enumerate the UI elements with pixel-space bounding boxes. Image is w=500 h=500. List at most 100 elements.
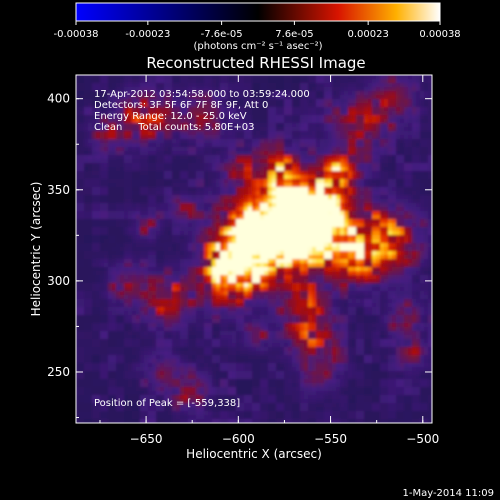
heatmap-cell <box>120 103 125 108</box>
heatmap-cell <box>152 339 157 344</box>
heatmap-cell <box>152 371 157 376</box>
heatmap-cell <box>280 339 285 344</box>
heatmap-cell <box>280 279 285 284</box>
heatmap-cell <box>252 139 257 144</box>
heatmap-cell <box>92 167 97 172</box>
heatmap-cell <box>252 99 257 104</box>
heatmap-cell <box>284 135 289 140</box>
heatmap-cell <box>132 255 137 260</box>
heatmap-cell <box>244 311 249 316</box>
heatmap-cell <box>180 227 185 232</box>
heatmap-cell <box>140 347 145 352</box>
heatmap-cell <box>256 395 261 400</box>
heatmap-cell <box>232 319 237 324</box>
heatmap-cell <box>212 319 217 324</box>
heatmap-cell <box>220 343 225 348</box>
heatmap-cell <box>124 215 129 220</box>
heatmap-cell <box>280 155 285 160</box>
colorbar-tick-label: -0.00023 <box>125 29 170 40</box>
colorbar-unit-label: (photons cm⁻² s⁻¹ asec⁻²) <box>193 41 322 52</box>
heatmap-cell <box>192 251 197 256</box>
heatmap-cell <box>232 139 237 144</box>
heatmap-cell <box>276 379 281 384</box>
heatmap-cell <box>140 155 145 160</box>
heatmap-cell <box>280 95 285 100</box>
heatmap-cell <box>80 419 85 423</box>
heatmap-cell <box>92 251 97 256</box>
heatmap-cell <box>104 199 109 204</box>
heatmap-cell <box>292 183 297 188</box>
heatmap-cell <box>192 91 197 96</box>
heatmap-cell <box>128 367 133 372</box>
heatmap-cell <box>260 391 265 396</box>
heatmap-cell <box>244 151 249 156</box>
heatmap-cell <box>88 79 93 84</box>
heatmap-cell <box>208 79 213 84</box>
heatmap-cell <box>168 307 173 312</box>
heatmap-cell <box>200 287 205 292</box>
heatmap-cell <box>92 363 97 368</box>
heatmap-cell <box>124 159 129 164</box>
heatmap-cell <box>124 179 129 184</box>
heatmap-cell <box>84 287 89 292</box>
heatmap-cell <box>168 139 173 144</box>
heatmap-cell <box>284 391 289 396</box>
heatmap-cell <box>228 199 233 204</box>
heatmap-cell <box>196 239 201 244</box>
heatmap-cell <box>208 159 213 164</box>
heatmap-cell <box>172 315 177 320</box>
heatmap-cell <box>160 403 165 408</box>
heatmap-cell <box>280 367 285 372</box>
heatmap-cell <box>188 399 193 404</box>
heatmap-cell <box>236 163 241 168</box>
heatmap-cell <box>284 231 289 236</box>
heatmap-cell <box>164 139 169 144</box>
heatmap-cell <box>212 223 217 228</box>
heatmap-cell <box>208 383 213 388</box>
heatmap-cell <box>80 215 85 220</box>
heatmap-cell <box>240 159 245 164</box>
heatmap-cell <box>96 127 101 132</box>
heatmap-cell <box>256 175 261 180</box>
heatmap-cell <box>272 239 277 244</box>
heatmap-cell <box>248 327 253 332</box>
heatmap-cell <box>248 239 253 244</box>
heatmap-cell <box>156 367 161 372</box>
heatmap-cell <box>240 395 245 400</box>
heatmap-cell <box>96 219 101 224</box>
heatmap-cell <box>252 223 257 228</box>
heatmap-cell <box>136 223 141 228</box>
heatmap-cell <box>300 111 305 116</box>
heatmap-cell <box>88 259 93 264</box>
heatmap-cell <box>300 383 305 388</box>
heatmap-cell <box>88 103 93 108</box>
heatmap-cell <box>196 343 201 348</box>
heatmap-cell <box>264 359 269 364</box>
heatmap-cell <box>216 287 221 292</box>
heatmap-cell <box>176 127 181 132</box>
heatmap-cell <box>172 147 177 152</box>
heatmap-cell <box>112 275 117 280</box>
heatmap-cell <box>204 319 209 324</box>
heatmap-cell <box>180 359 185 364</box>
heatmap-cell <box>112 259 117 264</box>
heatmap-cell <box>284 87 289 92</box>
heatmap-cell <box>280 75 285 80</box>
heatmap-cell <box>80 395 85 400</box>
heatmap-cell <box>120 95 125 100</box>
heatmap-cell <box>232 111 237 116</box>
heatmap-cell <box>208 167 213 172</box>
heatmap-cell <box>124 419 129 423</box>
heatmap-cell <box>176 207 181 212</box>
heatmap-cell <box>96 167 101 172</box>
heatmap-cell <box>116 275 121 280</box>
heatmap-cell <box>216 171 221 176</box>
heatmap-cell <box>116 419 121 423</box>
heatmap-cell <box>104 139 109 144</box>
heatmap-cell <box>252 143 257 148</box>
heatmap-cell <box>204 151 209 156</box>
heatmap-cell <box>92 375 97 380</box>
heatmap-cell <box>200 163 205 168</box>
heatmap-cell <box>88 155 93 160</box>
heatmap-cell <box>244 323 249 328</box>
